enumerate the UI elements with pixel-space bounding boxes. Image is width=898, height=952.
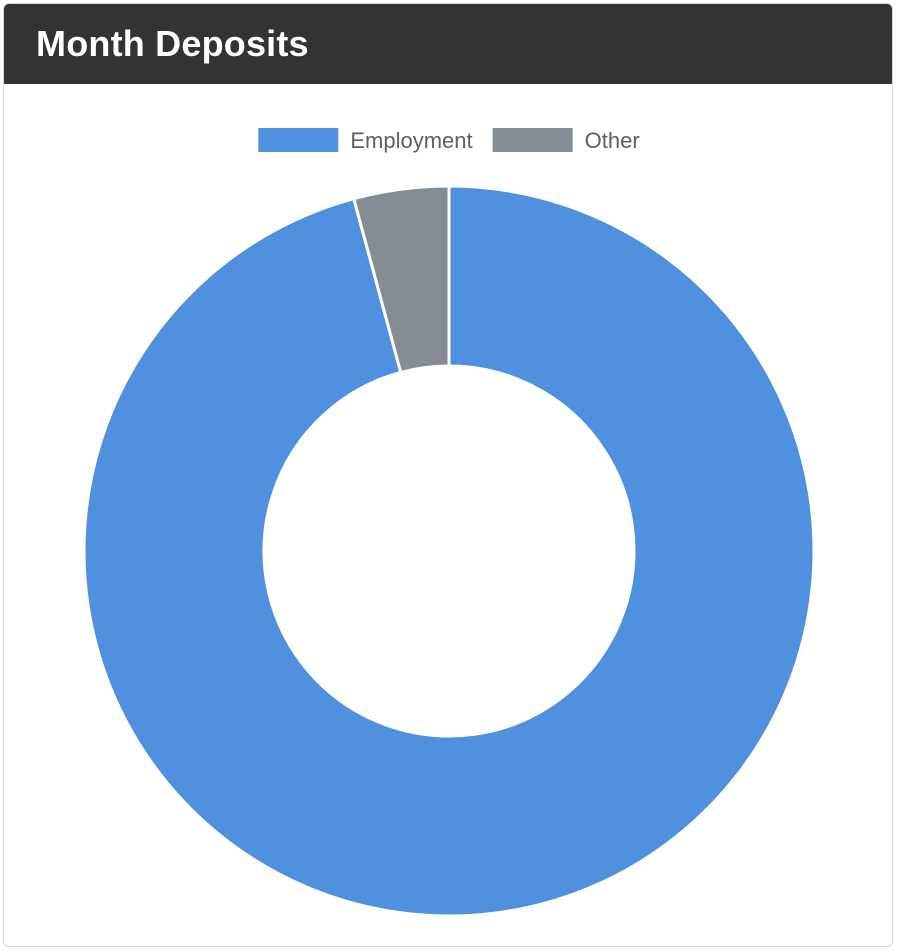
legend-swatch-employment (258, 128, 339, 152)
month-deposits-card: Month Deposits Employment Other (3, 3, 893, 947)
chart-area: Employment Other (4, 84, 892, 946)
chart-legend: Employment Other (258, 128, 640, 153)
card-title: Month Deposits (36, 23, 309, 64)
card-header: Month Deposits (4, 4, 892, 84)
legend-label-other: Other (585, 128, 640, 153)
legend-item-other[interactable]: Other (492, 128, 640, 153)
legend-label-employment: Employment (350, 128, 472, 153)
slice-employment[interactable] (82, 184, 816, 918)
legend-swatch-other (492, 128, 573, 152)
legend-item-employment[interactable]: Employment (258, 128, 473, 153)
slice-other[interactable] (351, 184, 451, 375)
donut-chart: Employment Other (82, 128, 816, 918)
donut-slices (82, 184, 816, 918)
